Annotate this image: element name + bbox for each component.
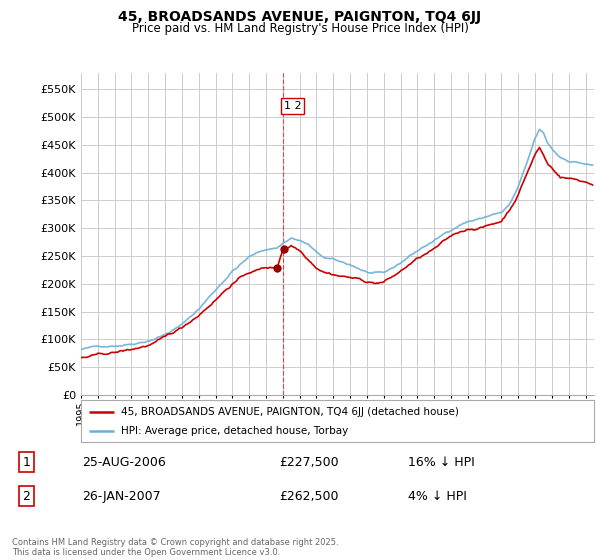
Text: 1 2: 1 2 <box>284 101 301 111</box>
Text: £262,500: £262,500 <box>280 490 339 503</box>
Text: Contains HM Land Registry data © Crown copyright and database right 2025.
This d: Contains HM Land Registry data © Crown c… <box>12 538 338 557</box>
Text: 25-AUG-2006: 25-AUG-2006 <box>82 456 166 469</box>
Text: 4% ↓ HPI: 4% ↓ HPI <box>408 490 467 503</box>
Text: HPI: Average price, detached house, Torbay: HPI: Average price, detached house, Torb… <box>121 426 348 436</box>
Text: 16% ↓ HPI: 16% ↓ HPI <box>408 456 475 469</box>
Text: 45, BROADSANDS AVENUE, PAIGNTON, TQ4 6JJ (detached house): 45, BROADSANDS AVENUE, PAIGNTON, TQ4 6JJ… <box>121 407 459 417</box>
Text: 45, BROADSANDS AVENUE, PAIGNTON, TQ4 6JJ: 45, BROADSANDS AVENUE, PAIGNTON, TQ4 6JJ <box>118 10 482 24</box>
Text: 26-JAN-2007: 26-JAN-2007 <box>82 490 160 503</box>
Text: 1: 1 <box>23 456 31 469</box>
Text: Price paid vs. HM Land Registry's House Price Index (HPI): Price paid vs. HM Land Registry's House … <box>131 22 469 35</box>
Text: £227,500: £227,500 <box>280 456 340 469</box>
Text: 2: 2 <box>23 490 31 503</box>
